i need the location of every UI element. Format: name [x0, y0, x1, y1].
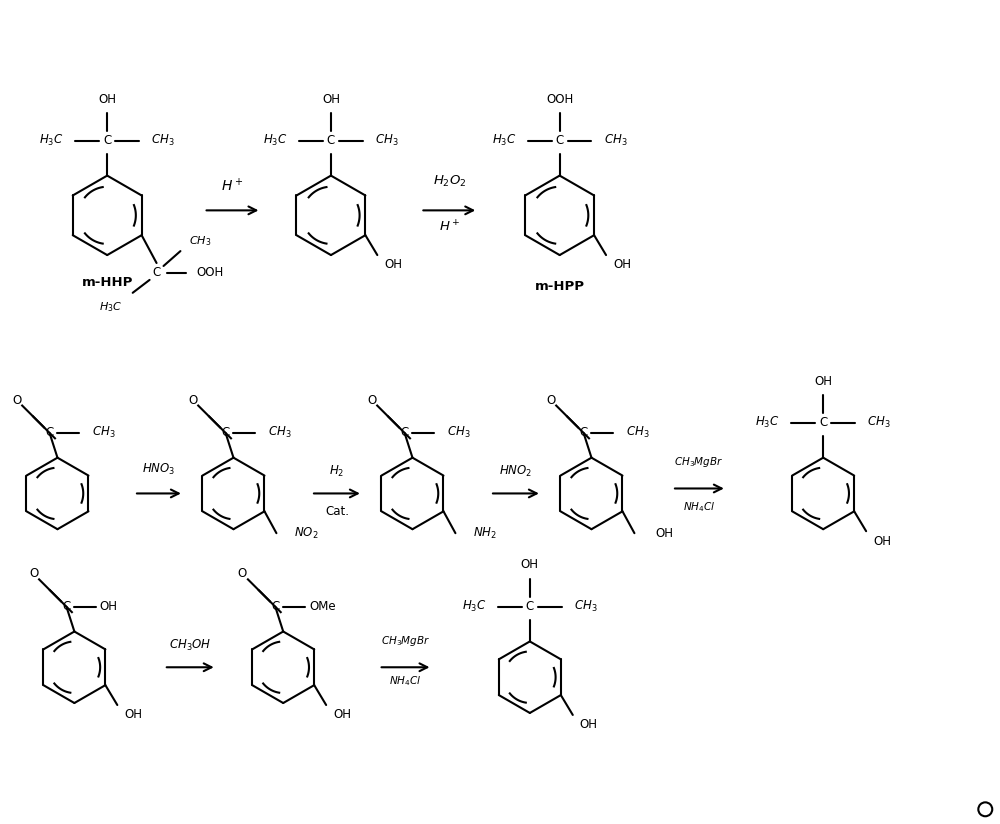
Text: $CH_3$: $CH_3$: [867, 415, 891, 430]
Text: $CH_3$: $CH_3$: [375, 133, 398, 148]
Text: $CH_3MgBr$: $CH_3MgBr$: [381, 634, 430, 648]
Text: $CH_3OH$: $CH_3OH$: [169, 638, 211, 653]
Text: $CH_3$: $CH_3$: [574, 599, 597, 614]
Text: OH: OH: [384, 259, 402, 271]
Text: $H^+$: $H^+$: [221, 177, 244, 194]
Text: O: O: [188, 394, 197, 406]
Text: O: O: [238, 568, 247, 580]
Text: OH: OH: [814, 375, 832, 388]
Text: $CH_3$: $CH_3$: [151, 133, 175, 148]
Text: OMe: OMe: [310, 600, 336, 613]
Text: $H_3C$: $H_3C$: [263, 133, 288, 148]
Text: $H_2O_2$: $H_2O_2$: [433, 174, 466, 190]
Text: $CH_3$: $CH_3$: [447, 425, 471, 440]
Text: C: C: [271, 600, 279, 613]
Text: $H_3C$: $H_3C$: [99, 300, 122, 314]
Text: C: C: [45, 426, 54, 439]
Text: OH: OH: [124, 709, 142, 722]
Text: C: C: [103, 134, 111, 147]
Text: $H_2$: $H_2$: [329, 464, 345, 479]
Text: $NH_4Cl$: $NH_4Cl$: [683, 500, 715, 514]
Text: $CH_3$: $CH_3$: [268, 425, 292, 440]
Text: C: C: [400, 426, 409, 439]
Text: OH: OH: [580, 719, 598, 732]
Text: OOH: OOH: [546, 92, 573, 105]
Text: m-HPP: m-HPP: [535, 280, 585, 293]
Text: OOH: OOH: [197, 266, 224, 279]
Text: $CH_3$: $CH_3$: [92, 425, 116, 440]
Text: C: C: [221, 426, 230, 439]
Text: C: C: [327, 134, 335, 147]
Text: OH: OH: [99, 600, 117, 613]
Text: C: C: [579, 426, 588, 439]
Text: OH: OH: [655, 527, 673, 540]
Text: C: C: [556, 134, 564, 147]
Text: $HNO_2$: $HNO_2$: [499, 464, 533, 479]
Text: $H_3C$: $H_3C$: [755, 415, 780, 430]
Text: C: C: [152, 266, 161, 279]
Text: $CH_3MgBr$: $CH_3MgBr$: [674, 455, 724, 469]
Text: OH: OH: [333, 709, 351, 722]
Text: $H_3C$: $H_3C$: [462, 599, 486, 614]
Text: Cat.: Cat.: [325, 505, 349, 517]
Text: m-HHP: m-HHP: [82, 276, 133, 289]
Text: O: O: [29, 568, 38, 580]
Text: $NO_2$: $NO_2$: [294, 526, 318, 541]
Text: $CH_3$: $CH_3$: [604, 133, 627, 148]
Text: $CH_3$: $CH_3$: [626, 425, 650, 440]
Text: OH: OH: [521, 559, 539, 572]
Text: C: C: [526, 600, 534, 613]
Text: O: O: [367, 394, 376, 406]
Text: $CH_3$: $CH_3$: [189, 234, 212, 248]
Text: $HNO_3$: $HNO_3$: [142, 462, 176, 477]
Text: $H_3C$: $H_3C$: [492, 133, 516, 148]
Text: OH: OH: [322, 92, 340, 105]
Text: C: C: [62, 600, 71, 613]
Text: OH: OH: [613, 259, 631, 271]
Text: $NH_2$: $NH_2$: [473, 526, 497, 541]
Text: C: C: [819, 416, 827, 429]
Text: $NH_4Cl$: $NH_4Cl$: [389, 674, 422, 688]
Text: $H^+$: $H^+$: [439, 220, 460, 235]
Text: O: O: [12, 394, 21, 406]
Text: OH: OH: [873, 535, 891, 548]
Text: $H_3C$: $H_3C$: [39, 133, 64, 148]
Text: O: O: [546, 394, 555, 406]
Text: OH: OH: [98, 92, 116, 105]
